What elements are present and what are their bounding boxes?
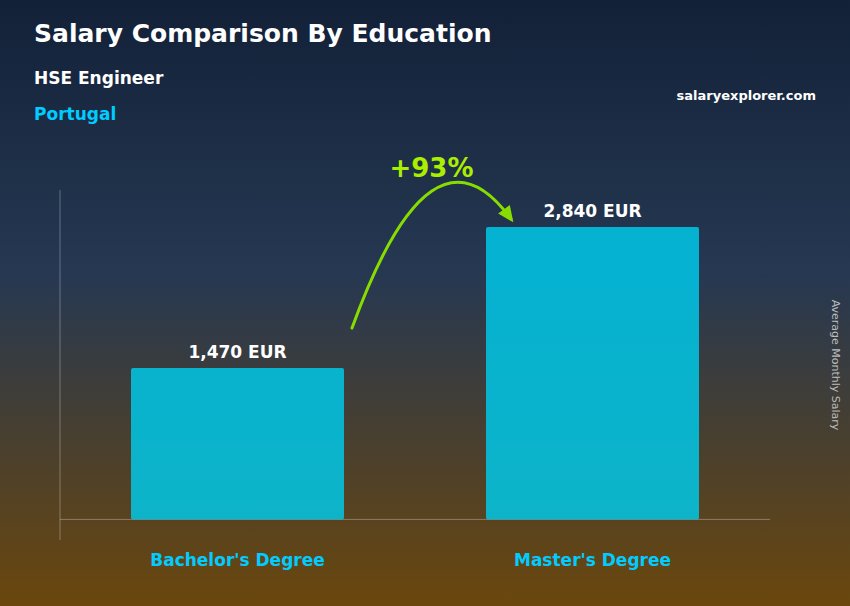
- subtitle: HSE Engineer: [34, 68, 164, 88]
- arrow-head: [498, 205, 513, 222]
- title: Salary Comparison By Education: [34, 19, 491, 48]
- background: [0, 0, 850, 606]
- percent-change: +93%: [389, 153, 473, 183]
- data-label: 1,470 EUR: [188, 342, 286, 362]
- x-tick-label: Bachelor's Degree: [150, 550, 325, 570]
- site-name: salaryexplorer.com: [677, 88, 816, 103]
- chart-container: Salary Comparison By Education HSE Engine…: [0, 0, 850, 606]
- bar: [131, 368, 344, 519]
- data-label: 2,840 EUR: [543, 201, 641, 221]
- chart: Salary Comparison By Education HSE Engine…: [0, 0, 850, 606]
- location: Portugal: [34, 104, 116, 124]
- bar: [486, 227, 699, 519]
- y-axis-line: [60, 190, 61, 540]
- x-tick-label: Master's Degree: [514, 550, 671, 570]
- bars: [131, 227, 699, 519]
- change-arrow: [352, 182, 511, 328]
- y-axis-label: Average Monthly Salary: [829, 300, 842, 431]
